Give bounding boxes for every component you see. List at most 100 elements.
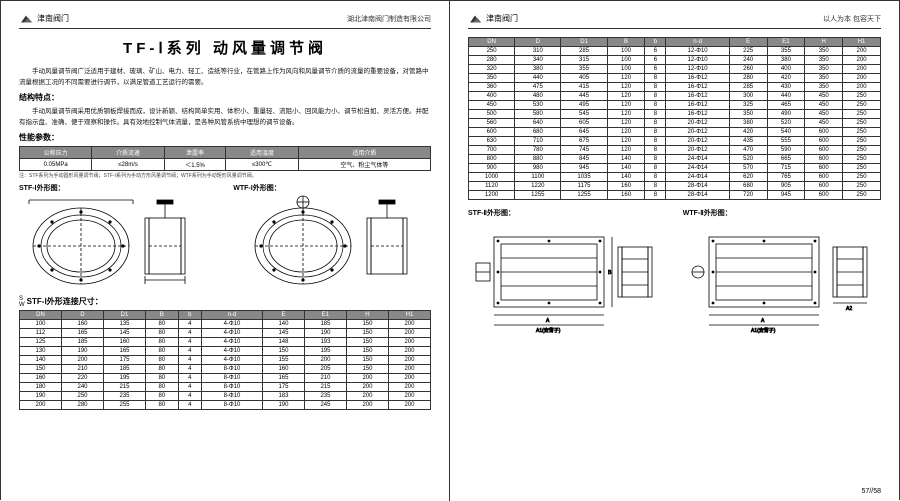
svg-text:A1(去背子): A1(去背子) xyxy=(536,327,561,334)
table-row: 900980945140824-Φ14570715600250 xyxy=(469,164,881,173)
dim-cell: 185 xyxy=(62,338,104,347)
dim-cell: 8-Φ10 xyxy=(202,374,263,383)
dim-cell: 680 xyxy=(729,182,767,191)
dim-cell: 225 xyxy=(729,47,767,56)
dim-cell: 240 xyxy=(729,56,767,65)
dim-cell: 600 xyxy=(805,128,843,137)
dim-cell: 200 xyxy=(346,374,388,383)
dim-cell: 700 xyxy=(469,146,515,155)
dim-cell: 6 xyxy=(645,65,666,74)
dim-cell: 185 xyxy=(304,320,346,329)
table-row: 800880845140824-Φ14520665600250 xyxy=(469,155,881,164)
dim-cell: 100 xyxy=(607,56,645,65)
dim-cell: 200 xyxy=(388,338,430,347)
dim-cell: 645 xyxy=(561,128,607,137)
dim-cell: 480 xyxy=(515,92,561,101)
dim-cell: 570 xyxy=(729,164,767,173)
dim-col: H1 xyxy=(388,311,430,320)
dim-cell: 80 xyxy=(146,356,179,365)
dim-cell: 4-Φ10 xyxy=(202,347,263,356)
dim-cell: 200 xyxy=(346,383,388,392)
dim-cell: 380 xyxy=(767,56,805,65)
section-structure: 结构特点： xyxy=(19,92,431,103)
dim-cell: 4-Φ10 xyxy=(202,320,263,329)
dim-cell: 24-Φ14 xyxy=(666,173,729,182)
performance-note: 注：STF系列为手动圆形风量调节阀；STF-I系列为手动方形风量调节阀；WTF系… xyxy=(19,172,431,179)
dim-cell: 400 xyxy=(469,92,515,101)
dim-cell: 1120 xyxy=(469,182,515,191)
dim-cell: 8-Φ10 xyxy=(202,392,263,401)
dim-cell: 16-Φ12 xyxy=(666,83,729,92)
dim-cell: 280 xyxy=(62,401,104,410)
dim-cell: 1255 xyxy=(515,191,561,200)
dim-cell: 8 xyxy=(645,155,666,164)
dim-cell: 200 xyxy=(388,356,430,365)
wtf2-drawing: A A1(去背子) A2 xyxy=(683,219,878,334)
dim-cell: 4 xyxy=(178,329,201,338)
dim-cell: 720 xyxy=(729,191,767,200)
dim-cell: 4-Φ10 xyxy=(202,338,263,347)
dim-cell: 4 xyxy=(178,374,201,383)
dim-col: n-d xyxy=(202,311,263,320)
dim-cell: 16-Φ12 xyxy=(666,101,729,110)
dim-col: DN xyxy=(20,311,62,320)
dim-cell: 900 xyxy=(469,164,515,173)
dim-cell: 250 xyxy=(843,164,881,173)
dim-cell: 470 xyxy=(729,146,767,155)
dim-cell: 905 xyxy=(767,182,805,191)
dim-cell: 545 xyxy=(561,110,607,119)
stf1-label: STF-Ⅰ外形图： xyxy=(19,183,217,193)
dim-cell: 28-Φ14 xyxy=(666,182,729,191)
table-row: 120012551255160828-Φ14720945600250 xyxy=(469,191,881,200)
dim-cell: 340 xyxy=(515,56,561,65)
dim-cell: 130 xyxy=(20,347,62,356)
dim-cell: 200 xyxy=(843,47,881,56)
dim-cell: 800 xyxy=(469,155,515,164)
dim-cell: 310 xyxy=(515,47,561,56)
dim-cell: 980 xyxy=(515,164,561,173)
dim-cell: 20-Φ12 xyxy=(666,146,729,155)
dim-cell: 440 xyxy=(767,92,805,101)
dim-cell: 435 xyxy=(729,137,767,146)
dim-cell: 150 xyxy=(346,338,388,347)
dim-cell: 193 xyxy=(304,338,346,347)
dim-cell: 120 xyxy=(607,119,645,128)
dim-col: E xyxy=(729,38,767,47)
dim-cell: 155 xyxy=(262,356,304,365)
performance-table: 公称压力介质流速泄露率适用温度适用介质 0.05MPa≤28m/s＜1.5%≤3… xyxy=(19,146,431,171)
dim-cell: 710 xyxy=(515,137,561,146)
slogan-text: 以人为本 包容天下 xyxy=(823,14,881,24)
dim-cell: 200 xyxy=(388,320,430,329)
dim-cell: 620 xyxy=(729,173,767,182)
dim-cell: 24-Φ14 xyxy=(666,164,729,173)
dim-cell: 1175 xyxy=(561,182,607,191)
company-name: 湖北津南阀门制造有限公司 xyxy=(347,14,431,24)
brand-text: 津南阀门 xyxy=(486,13,518,24)
dim-cell: 80 xyxy=(146,329,179,338)
dim-cell: 200 xyxy=(843,83,881,92)
brand-text: 津南阀门 xyxy=(37,13,69,24)
dim-cell: 665 xyxy=(767,155,805,164)
dim-col: B xyxy=(607,38,645,47)
dim-cell: 24-Φ14 xyxy=(666,155,729,164)
drawing-row-2: STF-Ⅱ外形图： xyxy=(468,208,881,334)
table-row: 500580545120816-Φ12350490450250 xyxy=(469,110,881,119)
dim-cell: 555 xyxy=(767,137,805,146)
dim-cell: 8-Φ10 xyxy=(202,383,263,392)
dim-cell: 120 xyxy=(607,101,645,110)
dim-cell: 250 xyxy=(843,146,881,155)
dim-cell: 80 xyxy=(146,383,179,392)
dim-cell: 350 xyxy=(805,65,843,74)
perf-col: 适用温度 xyxy=(226,147,298,159)
dim-cell: 600 xyxy=(805,191,843,200)
dim-col: H1 xyxy=(843,38,881,47)
wtf2-label: WTF-Ⅱ外形图： xyxy=(683,208,881,218)
table-row: 700780745120820-Φ12470590600250 xyxy=(469,146,881,155)
dim-cell: 355 xyxy=(767,47,805,56)
dim-cell: 120 xyxy=(607,128,645,137)
dim-cell: 80 xyxy=(146,347,179,356)
dim-cell: 260 xyxy=(729,65,767,74)
dim-cell: 600 xyxy=(469,128,515,137)
perf-col: 介质流速 xyxy=(92,147,164,159)
dim-cell: 8 xyxy=(645,182,666,191)
